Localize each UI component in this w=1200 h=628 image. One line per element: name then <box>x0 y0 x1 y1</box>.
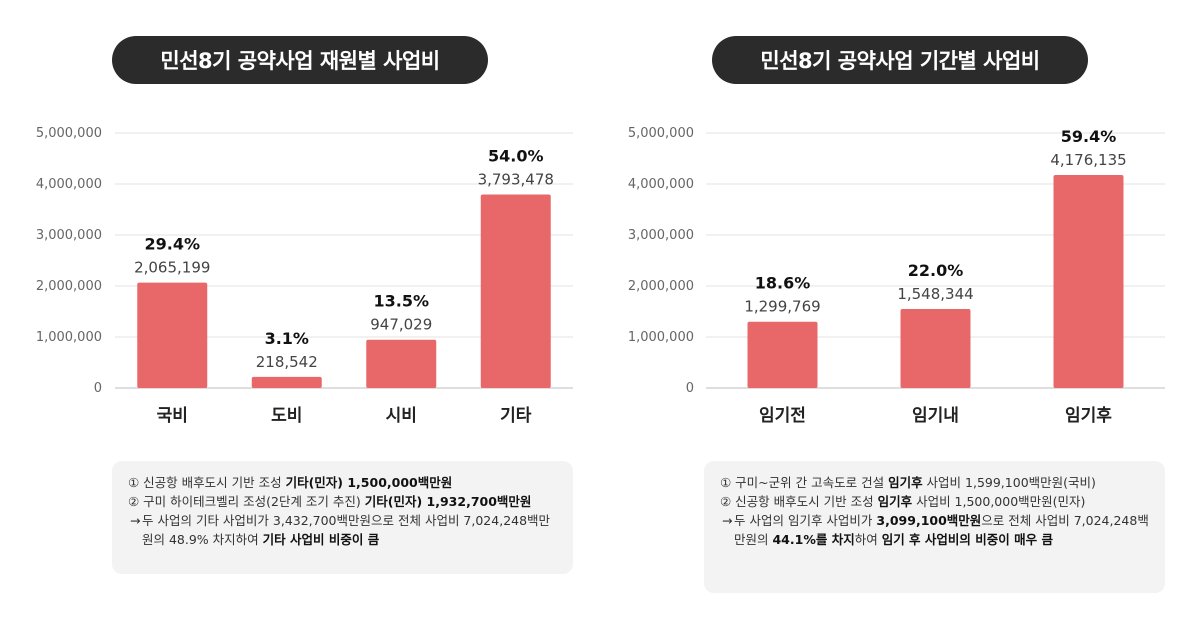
percent-label: 3.1% <box>265 329 309 348</box>
note-line-2: ② 구미 하이테크벨리 조성(2단계 조기 추진) 기타(민자) 1,932,7… <box>128 492 559 511</box>
value-label: 1,299,769 <box>744 298 820 316</box>
value-label: 4,176,135 <box>1050 151 1126 169</box>
note-text: 두 사업의 기타 사업비가 3,432,700백만원으로 전체 사업비 7,02… <box>142 513 551 547</box>
percent-label: 22.0% <box>908 261 964 280</box>
note-text: ① 신공항 배후도시 기반 조성 <box>128 475 286 490</box>
bar <box>1053 175 1124 388</box>
note-text: ① 구미~군위 간 고속도로 건설 <box>720 475 889 490</box>
y-tick-label: 3,000,000 <box>36 228 102 243</box>
category-label: 임기내 <box>912 405 959 426</box>
funding-source-bar-chart: 0 1,000,000 2,000,000 3,000,000 4,000,000 5,0… <box>36 126 573 426</box>
percent-label: 13.5% <box>373 292 429 311</box>
y-tick-label: 1,000,000 <box>628 330 694 345</box>
note-emphasis: 임기후 <box>888 475 923 490</box>
note-text: ② 신공항 배후도시 기반 조성 <box>720 494 878 509</box>
y-tick-label: 2,000,000 <box>628 279 694 294</box>
bar <box>900 309 971 388</box>
y-tick-label: 0 <box>686 381 694 396</box>
category-label: 임기전 <box>759 405 806 426</box>
note-text: 두 사업의 임기후 사업비가 <box>734 513 877 528</box>
chart-panel-period: 민선8기 공약사업 기간별 사업비 0 1,000,000 2,000,000 3,0… <box>600 0 1200 628</box>
arrow-icon: → <box>130 513 141 528</box>
period-notes-box: ① 구미~군위 간 고속도로 건설 임기후 사업비 1,599,100백만원(국… <box>704 461 1165 593</box>
note-emphasis: 기타(민자) 1,500,000백만원 <box>285 475 453 490</box>
value-label: 947,029 <box>370 316 432 334</box>
note-text: 하여 <box>854 532 882 547</box>
note-text: 사업비 1,599,100백만원(국비) <box>922 475 1096 490</box>
chart-title: 민선8기 공약사업 재원별 사업비 <box>112 36 488 84</box>
chart-panel-funding-source: 민선8기 공약사업 재원별 사업비 0 1,000,000 2,000,000 3,0… <box>36 36 573 574</box>
y-tick-label: 1,000,000 <box>36 330 102 345</box>
y-tick-label: 4,000,000 <box>36 177 102 192</box>
note-summary: → 두 사업의 기타 사업비가 3,432,700백만원으로 전체 사업비 7,… <box>128 511 559 549</box>
arrow-icon: → <box>722 513 733 528</box>
y-tick-label: 4,000,000 <box>628 177 694 192</box>
y-tick-label: 5,000,000 <box>628 126 694 141</box>
bar <box>366 339 437 388</box>
bar <box>137 282 208 388</box>
chart-title: 민선8기 공약사업 기간별 사업비 <box>712 36 1088 84</box>
note-line-1: ① 신공항 배후도시 기반 조성 기타(민자) 1,500,000백만원 <box>128 473 559 492</box>
note-line-2: ② 신공항 배후도시 기반 조성 임기후 사업비 1,500,000백만원(민자… <box>720 492 1151 511</box>
y-tick-label: 0 <box>94 381 102 396</box>
note-summary: → 두 사업의 임기후 사업비가 3,099,100백만원으로 전체 사업비 7… <box>720 511 1151 549</box>
note-text: ② 구미 하이테크벨리 조성(2단계 조기 추진) <box>128 494 365 509</box>
period-bar-chart: 0 1,000,000 2,000,000 3,000,000 4,000,000 5,0… <box>628 126 1165 426</box>
note-emphasis: 임기후 <box>877 494 913 509</box>
note-emphasis: 임기 후 사업비의 비중이 매우 큼 <box>881 532 1053 547</box>
note-emphasis: 44.1%를 차지 <box>772 532 855 547</box>
note-text: 으로 전체 사업비 7,024,248백만원의 <box>734 513 1149 547</box>
value-label: 218,542 <box>256 353 318 371</box>
bar <box>251 376 322 388</box>
percent-label: 59.4% <box>1061 127 1117 146</box>
percent-label: 54.0% <box>488 147 544 166</box>
category-label: 국비 <box>157 406 188 426</box>
y-tick-label: 2,000,000 <box>36 279 102 294</box>
note-text: 사업비 1,500,000백만원(민자) <box>912 494 1086 509</box>
value-label: 1,548,344 <box>897 285 973 303</box>
category-label: 시비 <box>386 406 417 426</box>
percent-label: 29.4% <box>144 235 200 254</box>
category-label: 도비 <box>271 406 302 426</box>
bar <box>747 321 818 388</box>
value-label: 2,065,199 <box>134 259 210 277</box>
note-emphasis: 3,099,100백만원 <box>876 513 982 528</box>
value-label: 3,793,478 <box>478 171 554 189</box>
bar <box>480 194 551 388</box>
category-label: 임기후 <box>1065 405 1112 426</box>
note-emphasis: 기타 사업비 비중이 큼 <box>262 532 380 547</box>
percent-label: 18.6% <box>755 274 811 293</box>
note-emphasis: 기타(민자) 1,932,700백만원 <box>364 494 532 509</box>
y-tick-label: 3,000,000 <box>628 228 694 243</box>
y-tick-label: 5,000,000 <box>36 126 102 141</box>
category-label: 기타 <box>500 406 532 426</box>
note-line-1: ① 구미~군위 간 고속도로 건설 임기후 사업비 1,599,100백만원(국… <box>720 473 1151 492</box>
funding-notes-box: ① 신공항 배후도시 기반 조성 기타(민자) 1,500,000백만원 ② 구… <box>112 461 573 574</box>
